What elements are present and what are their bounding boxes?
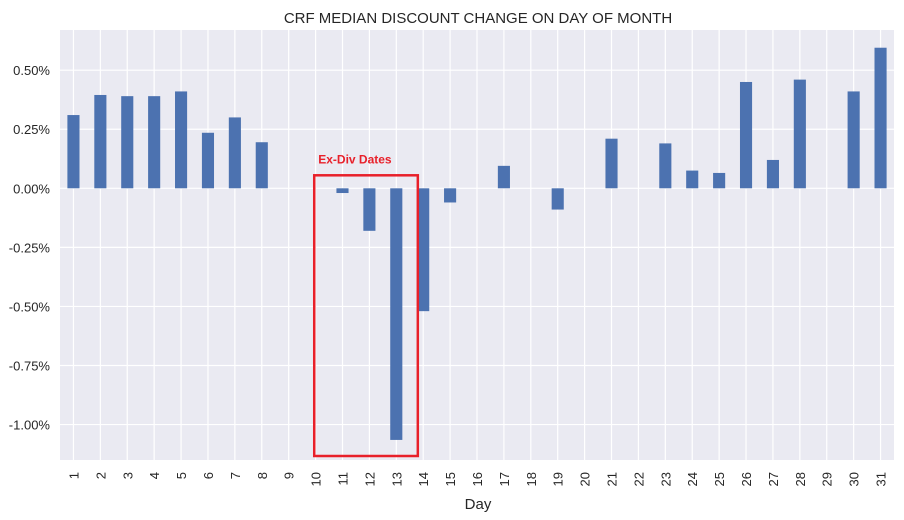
bar-day-23 — [659, 143, 672, 189]
x-tick-label: 17 — [497, 472, 512, 486]
x-tick-label: 30 — [847, 472, 862, 486]
x-tick-label: 13 — [389, 472, 404, 486]
bar-day-2 — [94, 94, 107, 189]
x-tick-label: 10 — [309, 472, 324, 486]
bar-day-3 — [121, 96, 134, 189]
x-tick-label: 5 — [174, 472, 189, 479]
x-tick-label: 12 — [362, 472, 377, 486]
bar-day-24 — [686, 170, 699, 189]
x-tick-label: 9 — [282, 472, 297, 479]
bar-day-6 — [201, 132, 215, 189]
bar-day-26 — [739, 81, 753, 189]
x-tick-label: 27 — [766, 472, 781, 486]
x-tick-label: 22 — [631, 472, 646, 486]
x-tick-label: 8 — [255, 472, 270, 479]
bar-day-1 — [67, 115, 80, 189]
x-tick-label: 18 — [524, 472, 539, 486]
x-tick-label: 24 — [685, 472, 700, 486]
bar-day-14 — [417, 188, 430, 312]
bar-day-4 — [148, 96, 161, 189]
bar-day-5 — [175, 91, 188, 189]
bar-day-8 — [255, 142, 268, 189]
bar-day-27 — [766, 159, 779, 189]
x-tick-label: 28 — [793, 472, 808, 486]
bar-day-21 — [605, 138, 618, 189]
x-tick-label: 21 — [605, 472, 620, 486]
bar-day-17 — [497, 165, 510, 189]
y-tick-label: 0.00% — [13, 181, 50, 196]
x-tick-label: 2 — [93, 472, 108, 479]
bar-day-30 — [847, 91, 860, 189]
x-tick-label: 25 — [712, 472, 727, 486]
ex-div-annotation-label: Ex-Div Dates — [318, 152, 392, 166]
chart-title: CRF MEDIAN DISCOUNT CHANGE ON DAY OF MON… — [284, 10, 672, 27]
x-tick-label: 31 — [874, 472, 889, 486]
bar-day-12 — [363, 188, 376, 231]
x-axis-ticks: 1 2 3 4 5 6 7 8 9 10 11 12 13 14 15 16 17 18 19 20 21 22 23 24 2… — [66, 472, 888, 486]
x-tick-label: 19 — [551, 472, 566, 486]
bar-series — [67, 47, 887, 440]
x-tick-label: 29 — [820, 472, 835, 486]
x-tick-label: 26 — [739, 472, 754, 486]
x-tick-label: 3 — [120, 472, 135, 479]
y-axis-ticks: 0.50% 0.25% 0.00% -0.25% -0.50% -0.75% -1.00% — [9, 63, 51, 432]
x-tick-label: 16 — [470, 472, 485, 486]
bar-day-11 — [336, 188, 349, 194]
y-tick-label: -0.50% — [9, 299, 51, 314]
x-tick-label: 11 — [335, 472, 350, 486]
y-tick-label: -0.75% — [9, 358, 51, 373]
y-tick-label: -1.00% — [9, 418, 51, 433]
y-tick-label: 0.50% — [13, 63, 50, 78]
bar-day-15 — [444, 188, 457, 203]
x-tick-label: 6 — [201, 472, 216, 479]
y-tick-label: 0.25% — [13, 122, 50, 137]
x-tick-label: 23 — [658, 472, 673, 486]
bar-day-28 — [793, 79, 806, 189]
y-tick-label: -0.25% — [9, 240, 51, 255]
x-tick-label: 1 — [66, 472, 81, 479]
bar-day-13 — [390, 188, 403, 440]
x-tick-label: 4 — [147, 472, 162, 479]
x-tick-label: 15 — [443, 472, 458, 486]
x-tick-label: 7 — [228, 472, 243, 479]
x-axis-label: Day — [465, 496, 492, 513]
bar-day-31 — [874, 47, 887, 189]
ex-div-highlight-box — [312, 174, 420, 458]
x-tick-label: 20 — [578, 472, 593, 486]
bar-day-25 — [713, 172, 726, 189]
bar-day-7 — [228, 117, 241, 189]
bar-day-19 — [551, 188, 564, 210]
x-tick-label: 14 — [416, 472, 431, 486]
